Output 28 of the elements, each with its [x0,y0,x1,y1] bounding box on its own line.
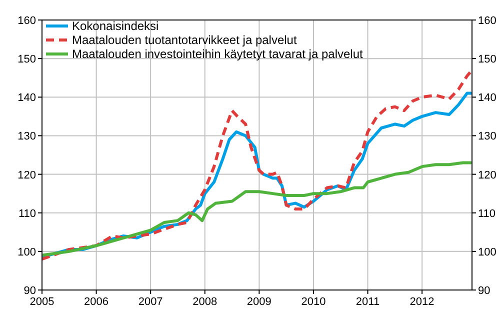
y2-tick-label: 120 [478,169,496,182]
y-tick-label: 100 [18,246,36,258]
x-tick-label: 2012 [410,296,434,308]
x-tick-label: 2005 [30,296,54,308]
x-tick-label: 2010 [301,296,326,308]
line-series [40,161,474,257]
y-tick-label: 130 [18,130,36,143]
legend-label: Maatalouden investointeihin käytetyt tavarat ja palvelut [72,47,364,61]
y2-tick-label: 90 [478,285,490,297]
x-tick-label: 2008 [192,296,218,308]
y-tick-label: 160 [18,15,36,27]
y2-tick-label: 130 [478,130,496,143]
y2-tick-label: 150 [478,54,496,66]
y-tick-label: 140 [18,92,36,104]
y2-tick-label: 140 [478,92,496,104]
y-tick-label: 90 [24,285,36,297]
x-tick-label: 2009 [246,296,272,308]
y-tick-label: 120 [18,169,36,182]
y-tick-label: 150 [18,54,36,66]
y2-tick-label: 160 [478,15,496,27]
x-tick-label: 2007 [138,296,163,308]
x-tick-label: 2011 [356,296,380,308]
y-tick-label: 110 [18,208,36,220]
y2-tick-label: 100 [478,246,496,258]
legend-label: Maatalouden tuotantotarvikkeet ja palvelut [72,33,298,47]
legend-label: Kokonaisindeksi [72,19,159,33]
x-tick-label: 2006 [84,296,109,308]
y2-tick-label: 110 [478,208,496,220]
